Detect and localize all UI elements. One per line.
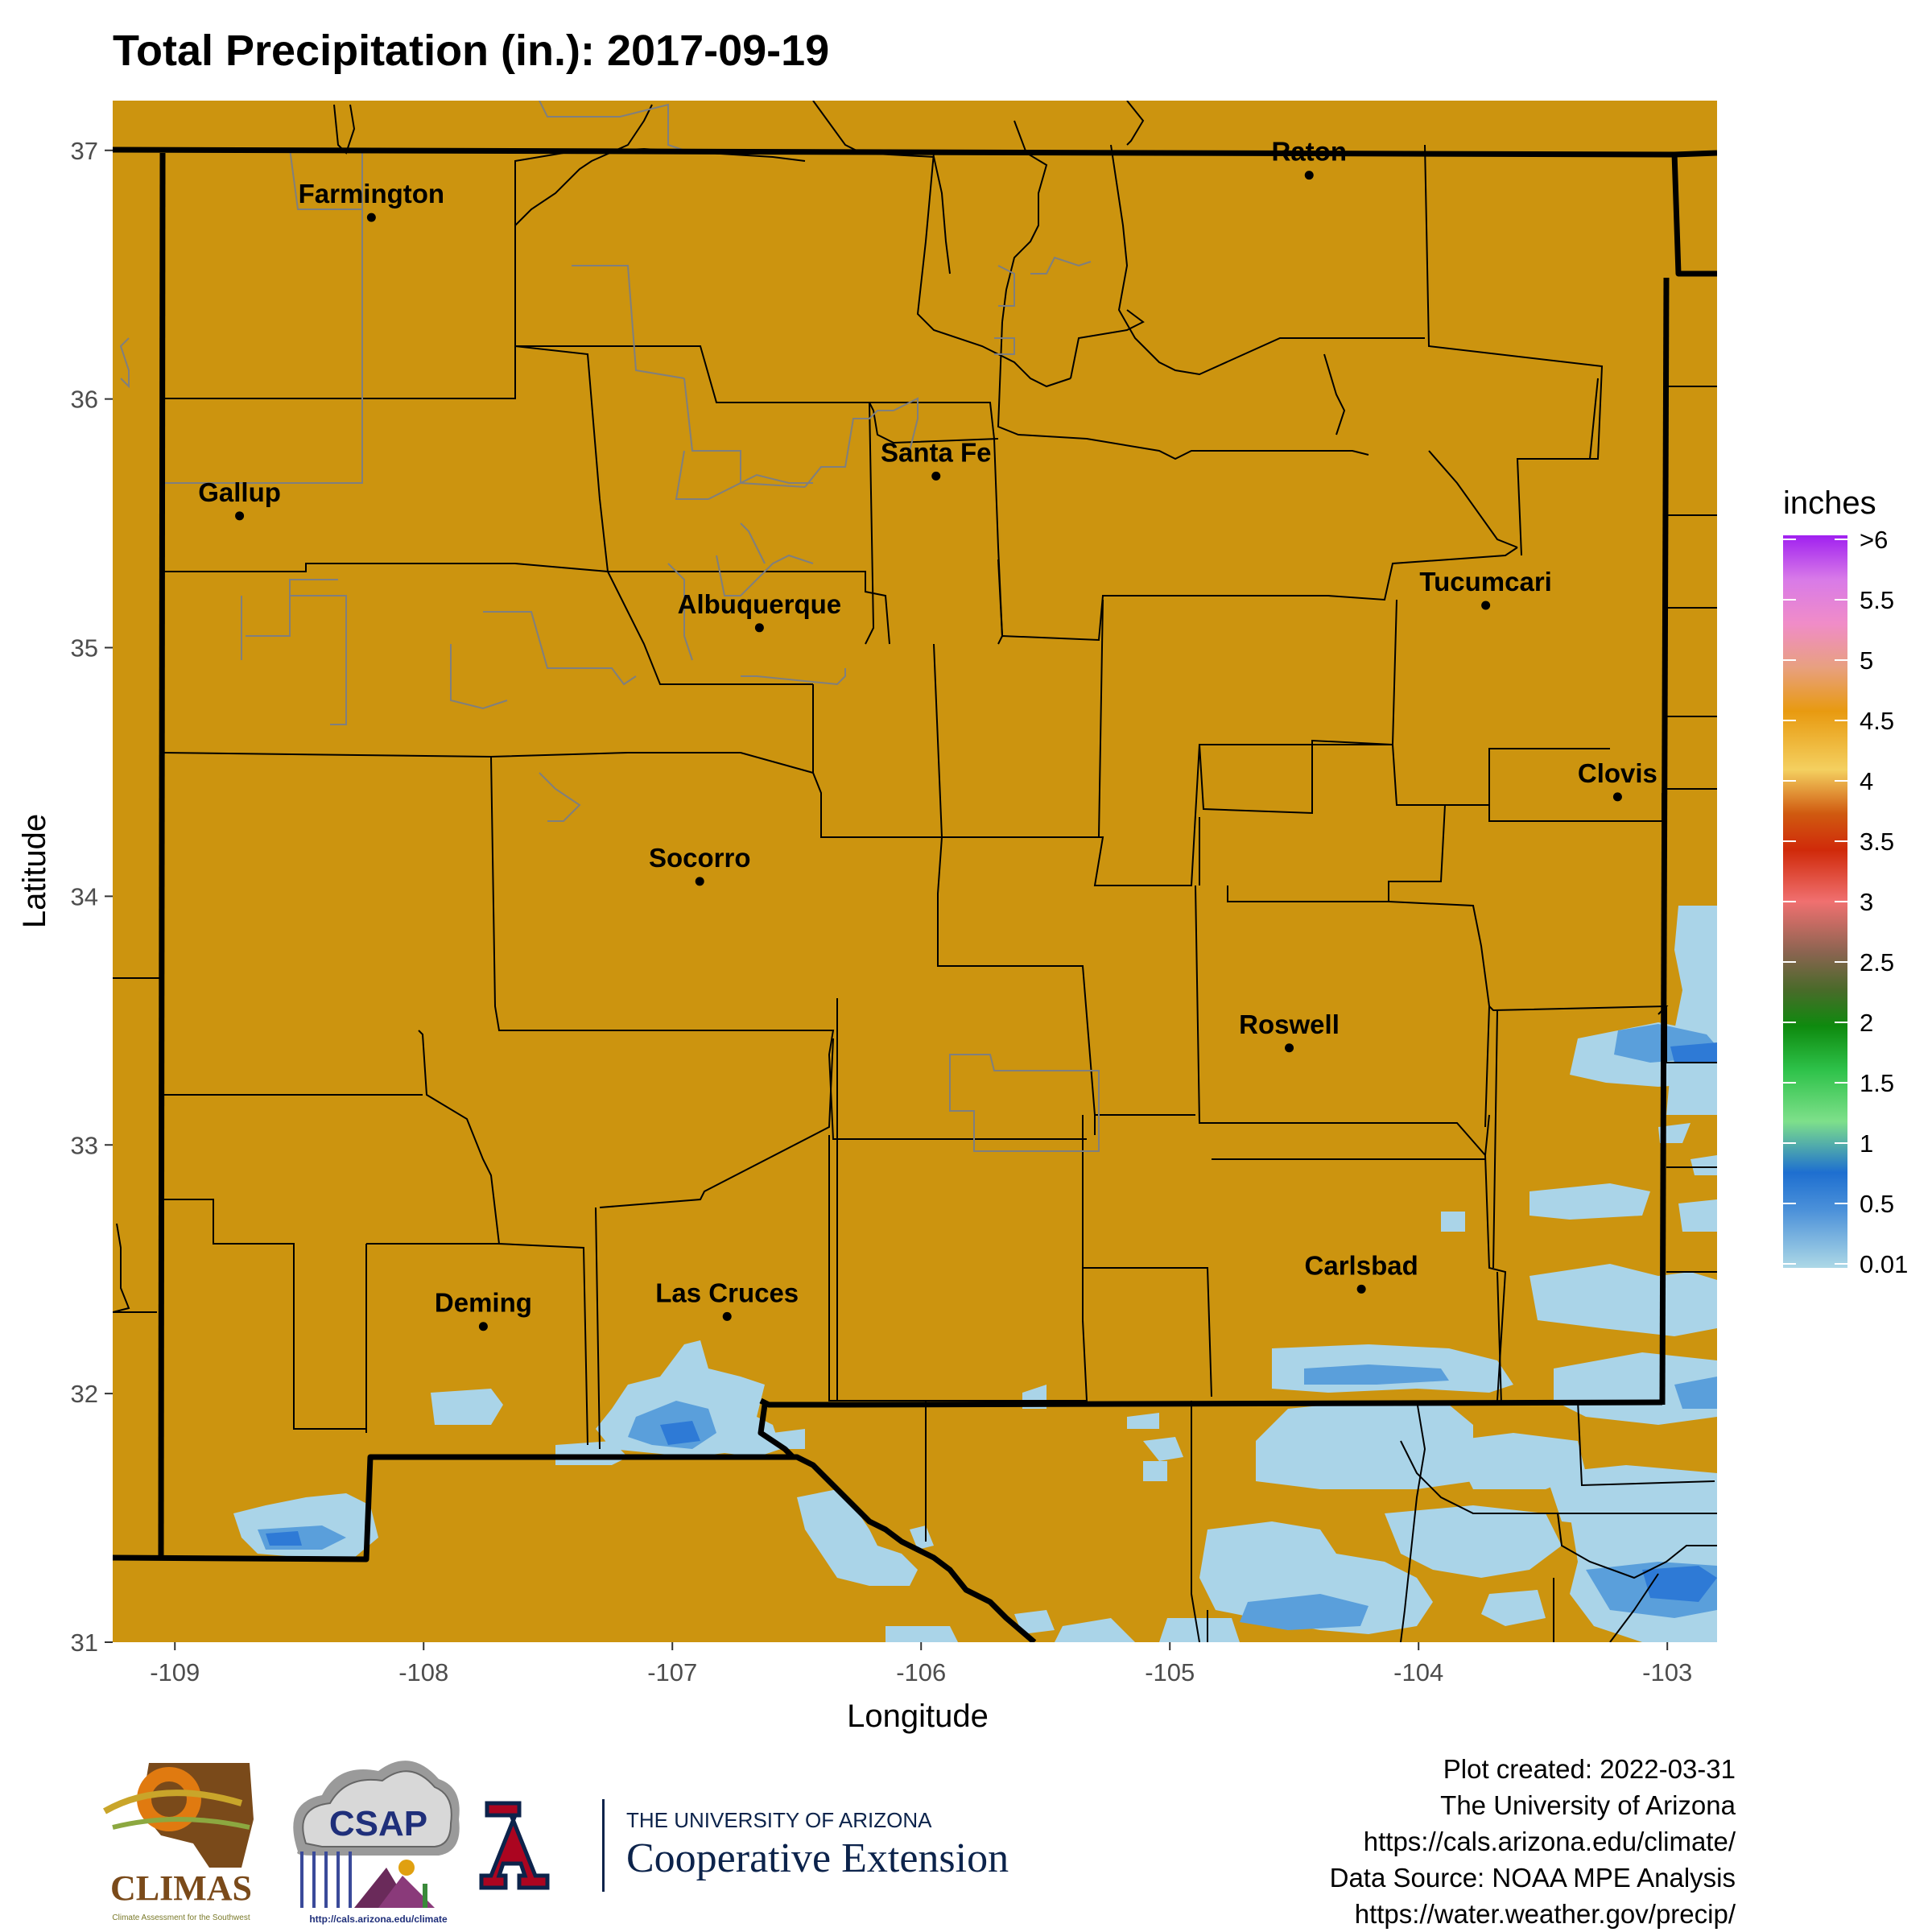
climas-logo: CLIMAS Climate Assessment for the Southw… [103, 1763, 254, 1922]
city-label: Farmington [299, 179, 444, 208]
y-tick-label: 33 [71, 1131, 98, 1159]
credit-line: Data Source: NOAA MPE Analysis [1329, 1863, 1736, 1893]
y-tick-label: 32 [71, 1380, 98, 1408]
y-tick-label: 34 [71, 882, 98, 910]
city-label: Las Cruces [655, 1278, 799, 1307]
city-label: Deming [435, 1288, 532, 1318]
ua-logo-line1: THE UNIVERSITY OF ARIZONA [626, 1808, 932, 1832]
city-dot [1356, 1284, 1366, 1294]
city-label: Raton [1272, 137, 1348, 167]
credit-line: https://cals.arizona.edu/climate/ [1363, 1827, 1736, 1856]
csap-logo: CSAP http://cals.arizona.edu/climate [293, 1761, 460, 1925]
city-dot [478, 1322, 488, 1331]
legend-label: 5.5 [1860, 586, 1894, 614]
axis-ticks: -109 -108 -107 -106 -105 -104 -103 37 36 35 34 33 32… [71, 137, 1693, 1686]
city-label: Socorro [649, 843, 751, 873]
x-tick-label: -107 [647, 1658, 697, 1686]
city-label: Gallup [198, 477, 281, 507]
credit-line: https://water.weather.gov/precip/ [1354, 1899, 1736, 1929]
legend-title: inches [1783, 485, 1876, 521]
city-markers: Farmington Raton Gallup Santa Fe Albuquerque… [198, 137, 1657, 1331]
city-dot [1481, 601, 1491, 610]
legend-label: 4.5 [1860, 707, 1894, 735]
legend-label: 1.5 [1860, 1069, 1894, 1097]
city-dot [754, 623, 764, 633]
city-dot [695, 877, 704, 886]
city-label: Carlsbad [1305, 1250, 1418, 1280]
credit-line: The University of Arizona [1440, 1790, 1736, 1820]
legend-label: >6 [1860, 526, 1888, 554]
x-axis-label: Longitude [847, 1699, 989, 1734]
y-tick-label: 35 [71, 634, 98, 663]
city-dot [1612, 792, 1622, 802]
plot-credits: Plot created: 2022-03-31 The University … [1330, 1751, 1736, 1932]
legend-label: 2 [1860, 1009, 1873, 1037]
city-label: Santa Fe [881, 437, 992, 467]
legend-label: 3.5 [1860, 828, 1894, 856]
climas-logo-text: CLIMAS [110, 1868, 252, 1908]
y-tick-label: 36 [71, 386, 98, 414]
y-tick-label: 31 [71, 1629, 98, 1657]
city-label: Tucumcari [1419, 567, 1551, 597]
city-label: Roswell [1239, 1009, 1340, 1039]
csap-logo-text: CSAP [329, 1804, 427, 1843]
legend-label: 0.01 [1860, 1250, 1908, 1278]
credit-line: Plot created: 2022-03-31 [1443, 1754, 1736, 1784]
legend-label: 3 [1860, 888, 1873, 916]
legend-label: 0.5 [1860, 1190, 1894, 1218]
legend-label: 1 [1860, 1129, 1873, 1158]
x-tick-label: -109 [150, 1658, 200, 1686]
y-axis-label: Latitude [17, 814, 52, 928]
x-tick-label: -103 [1642, 1658, 1692, 1686]
legend-label: 5 [1860, 646, 1873, 675]
x-tick-label: -104 [1393, 1658, 1443, 1686]
x-tick-label: -108 [398, 1658, 448, 1686]
city-dot [366, 213, 376, 222]
x-tick-label: -106 [896, 1658, 946, 1686]
county-boundaries [113, 101, 1717, 1642]
city-label: Albuquerque [678, 589, 842, 619]
city-dot [1285, 1043, 1294, 1053]
y-tick-label: 37 [71, 137, 98, 165]
city-dot [722, 1311, 732, 1321]
ua-logo-line2: Cooperative Extension [626, 1835, 1009, 1881]
legend-label: 4 [1860, 767, 1873, 795]
map-land-background [113, 101, 1717, 1642]
university-of-arizona-logo: THE UNIVERSITY OF ARIZONA Cooperative Ex… [479, 1799, 1009, 1892]
x-tick-label: -105 [1145, 1658, 1195, 1686]
city-dot [931, 471, 941, 481]
csap-logo-url: http://cals.arizona.edu/climate [309, 1913, 448, 1925]
climas-logo-subtitle: Climate Assessment for the Southwest [112, 1913, 250, 1922]
legend-labels: >6 5.5 5 4.5 4 3.5 3 2.5 2 1.5 1 0.5 0.01 [1783, 526, 1908, 1278]
legend-label: 2.5 [1860, 948, 1894, 976]
city-label: Clovis [1578, 758, 1657, 788]
map-title: Total Precipitation (in.): 2017-09-19 [113, 27, 830, 75]
city-dot [1304, 171, 1314, 180]
city-dot [235, 511, 245, 521]
